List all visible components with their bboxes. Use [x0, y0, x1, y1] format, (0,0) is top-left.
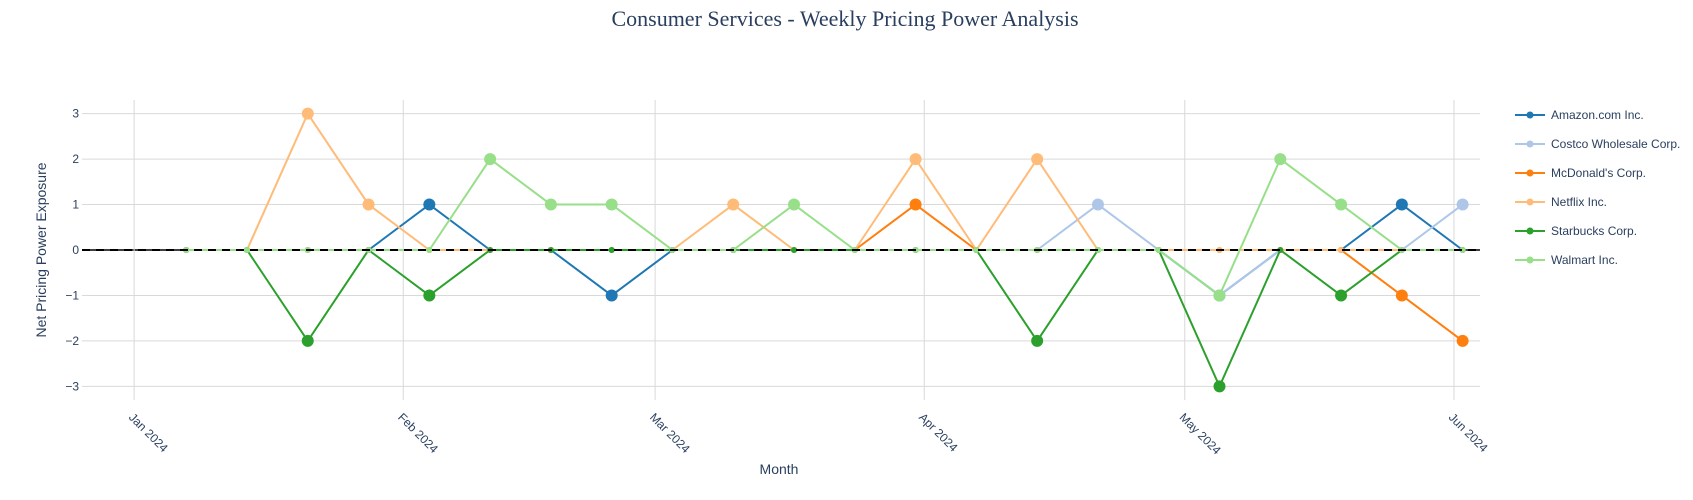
data-point[interactable] [791, 247, 798, 253]
data-point[interactable] [788, 198, 801, 211]
data-point[interactable] [1335, 198, 1348, 211]
data-point[interactable] [1213, 289, 1226, 302]
data-point[interactable] [426, 247, 433, 253]
data-point[interactable] [362, 198, 375, 211]
data-point[interactable] [1338, 247, 1345, 253]
data-point[interactable] [1395, 198, 1408, 211]
y-tick-label: −1 [65, 288, 79, 302]
legend-label: Walmart Inc. [1551, 253, 1618, 267]
legend-swatch-marker [1526, 111, 1534, 119]
data-point[interactable] [423, 198, 436, 211]
chart-title: Consumer Services - Weekly Pricing Power… [611, 6, 1078, 31]
legend-item[interactable]: Netflix Inc. [1515, 195, 1607, 209]
y-tick-label: 3 [72, 107, 79, 121]
data-point[interactable] [301, 107, 314, 120]
legend-item[interactable]: Costco Wholesale Corp. [1515, 137, 1680, 151]
legend-swatch-marker [1526, 198, 1534, 206]
x-tick-label: May 2024 [1177, 410, 1224, 457]
data-point[interactable] [484, 153, 497, 166]
legend-swatch-marker [1526, 169, 1534, 177]
data-point[interactable] [909, 153, 922, 166]
data-point[interactable] [423, 289, 436, 302]
data-point[interactable] [1091, 198, 1104, 211]
data-point[interactable] [1031, 334, 1044, 347]
data-point[interactable] [1031, 153, 1044, 166]
x-tick-label: Jun 2024 [1446, 410, 1491, 455]
data-point[interactable] [1274, 153, 1287, 166]
x-tick-label: Mar 2024 [647, 410, 693, 456]
data-point[interactable] [605, 289, 618, 302]
data-point[interactable] [973, 247, 980, 253]
legend-swatch-marker [1526, 227, 1534, 235]
legend-label: McDonald's Corp. [1551, 166, 1646, 180]
legend-label: Starbucks Corp. [1551, 224, 1637, 238]
data-point[interactable] [608, 247, 615, 253]
data-point[interactable] [1456, 198, 1469, 211]
y-tick-label: 1 [72, 198, 79, 212]
legend-swatch-marker [1526, 256, 1534, 264]
legend-label: Netflix Inc. [1551, 195, 1607, 209]
data-point[interactable] [301, 334, 314, 347]
y-axis-ticks: 3 2 1 0 −1 −2 −3 [65, 107, 79, 394]
legend-label: Costco Wholesale Corp. [1551, 137, 1680, 151]
legend-swatch-marker [1526, 140, 1534, 148]
y-tick-label: 2 [72, 152, 79, 166]
y-axis-title: Net Pricing Power Exposure [33, 162, 49, 337]
data-point[interactable] [1213, 380, 1226, 393]
data-point[interactable] [909, 198, 922, 211]
legend-item[interactable]: Starbucks Corp. [1515, 224, 1637, 238]
series-group [183, 107, 1466, 253]
data-point[interactable] [1459, 247, 1466, 253]
series-line [186, 158, 1463, 297]
y-tick-label: −2 [65, 334, 79, 348]
x-axis-title: Month [760, 461, 799, 477]
series-group [183, 153, 1466, 302]
data-point[interactable] [243, 247, 250, 253]
x-axis-ticks: Jan 2024 Feb 2024 Mar 2024 Apr 2024 May 2024… [126, 410, 1491, 457]
x-tick-label: Jan 2024 [126, 410, 171, 455]
data-point[interactable] [1335, 289, 1348, 302]
series-group [183, 198, 1469, 347]
data-point[interactable] [544, 198, 557, 211]
data-point[interactable] [727, 198, 740, 211]
y-tick-label: 0 [72, 243, 79, 257]
legend-item[interactable]: McDonald's Corp. [1515, 166, 1646, 180]
data-point[interactable] [605, 198, 618, 211]
x-tick-label: Feb 2024 [395, 410, 441, 456]
legend[interactable]: Amazon.com Inc. Costco Wholesale Corp. McD… [1515, 108, 1680, 267]
series-group [183, 247, 1466, 393]
legend-label: Amazon.com Inc. [1551, 108, 1644, 122]
y-tick-label: −3 [65, 379, 79, 393]
data-point[interactable] [1395, 289, 1408, 302]
series-layer [82, 107, 1480, 393]
data-point[interactable] [1277, 247, 1284, 253]
data-point[interactable] [1155, 247, 1162, 253]
legend-item[interactable]: Amazon.com Inc. [1515, 108, 1644, 122]
series-line [186, 249, 1463, 388]
data-point[interactable] [1456, 334, 1469, 347]
legend-item[interactable]: Walmart Inc. [1515, 253, 1618, 267]
x-tick-label: Apr 2024 [916, 410, 961, 455]
